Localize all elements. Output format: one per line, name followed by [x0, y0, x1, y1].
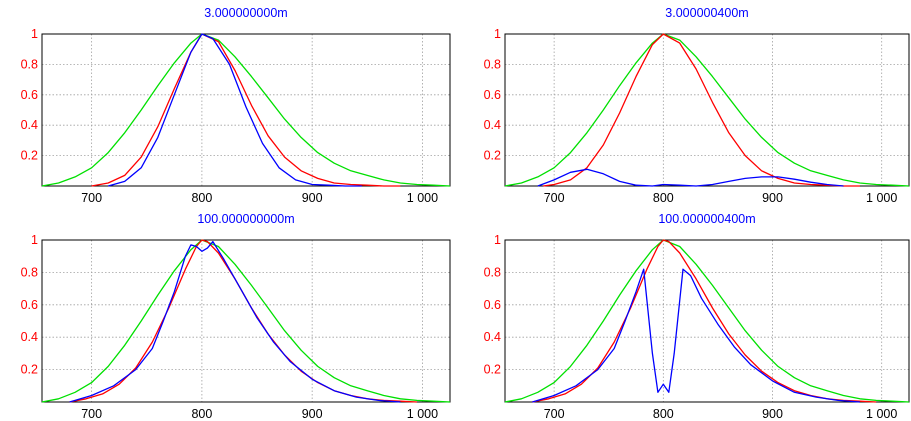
x-tick-label: 800 [191, 407, 212, 421]
x-tick-label: 1 000 [407, 191, 438, 205]
x-tick-label: 800 [653, 407, 674, 421]
series-line-2 [543, 33, 860, 187]
chart-title: 100.000000000m [197, 212, 294, 226]
chart-title: 3.000000400m [665, 6, 748, 20]
x-tick-label: 700 [544, 407, 565, 421]
x-tick-label: 900 [762, 191, 783, 205]
y-tick-label: 0.8 [484, 265, 501, 279]
series-line-3 [69, 240, 401, 403]
y-tick-label: 0.2 [484, 363, 501, 377]
series-line-3 [532, 268, 860, 403]
y-tick-label: 0.4 [21, 118, 38, 132]
y-tick-label: 0.6 [21, 88, 38, 102]
y-tick-label: 1 [31, 233, 38, 247]
series-line-3 [537, 168, 844, 187]
x-tick-label: 900 [302, 191, 323, 205]
y-tick-label: 0.4 [21, 330, 38, 344]
y-tick-label: 0.4 [484, 118, 501, 132]
series-line-1 [41, 239, 451, 403]
series-line-2 [532, 239, 877, 403]
chart-title: 100.000000400m [658, 212, 755, 226]
series-line-3 [108, 33, 362, 187]
x-tick-label: 800 [191, 191, 212, 205]
x-tick-label: 700 [81, 407, 102, 421]
y-tick-label: 1 [31, 27, 38, 41]
plot-frame [504, 239, 910, 403]
chart-panel-3: 100.000000000m 0.2 0.4 0.6 0.8 1 700 800 900 1 00… [21, 212, 451, 421]
x-tick-label: 1 000 [407, 407, 438, 421]
x-tick-label: 700 [81, 191, 102, 205]
plot-frame [41, 239, 451, 403]
series-line-1 [41, 33, 451, 187]
plot-frame [504, 33, 910, 187]
y-tick-label: 0.8 [21, 57, 38, 71]
y-tick-label: 1 [494, 27, 501, 41]
y-tick-label: 1 [494, 233, 501, 247]
series-line-2 [69, 239, 417, 403]
y-tick-label: 0.2 [21, 363, 38, 377]
y-tick-label: 0.6 [21, 298, 38, 312]
y-tick-label: 0.6 [484, 88, 501, 102]
plot-frame [41, 33, 451, 187]
x-tick-label: 700 [544, 191, 565, 205]
series-line-1 [504, 33, 910, 187]
y-tick-label: 0.8 [484, 57, 501, 71]
y-tick-label: 0.8 [21, 265, 38, 279]
x-tick-label: 1 000 [866, 407, 897, 421]
series-line-1 [504, 239, 910, 403]
chart-panel-1: 3.000000000m 0.2 0.4 0.6 0.8 1 700 800 900 1 000 [21, 6, 451, 205]
y-tick-label: 0.6 [484, 298, 501, 312]
y-tick-label: 0.2 [484, 149, 501, 163]
y-tick-label: 0.2 [21, 149, 38, 163]
x-tick-label: 1 000 [866, 191, 897, 205]
x-tick-label: 900 [302, 407, 323, 421]
x-tick-label: 900 [762, 407, 783, 421]
chart-panel-4: 100.000000400m 0.2 0.4 0.6 0.8 1 700 800 900 1 00… [484, 212, 910, 421]
chart-panel-2: 3.000000400m 0.2 0.4 0.6 0.8 1 700 800 900 1 000 [484, 6, 910, 205]
chart-title: 3.000000000m [204, 6, 287, 20]
series-line-2 [91, 33, 401, 187]
y-tick-label: 0.4 [484, 330, 501, 344]
x-tick-label: 800 [653, 191, 674, 205]
